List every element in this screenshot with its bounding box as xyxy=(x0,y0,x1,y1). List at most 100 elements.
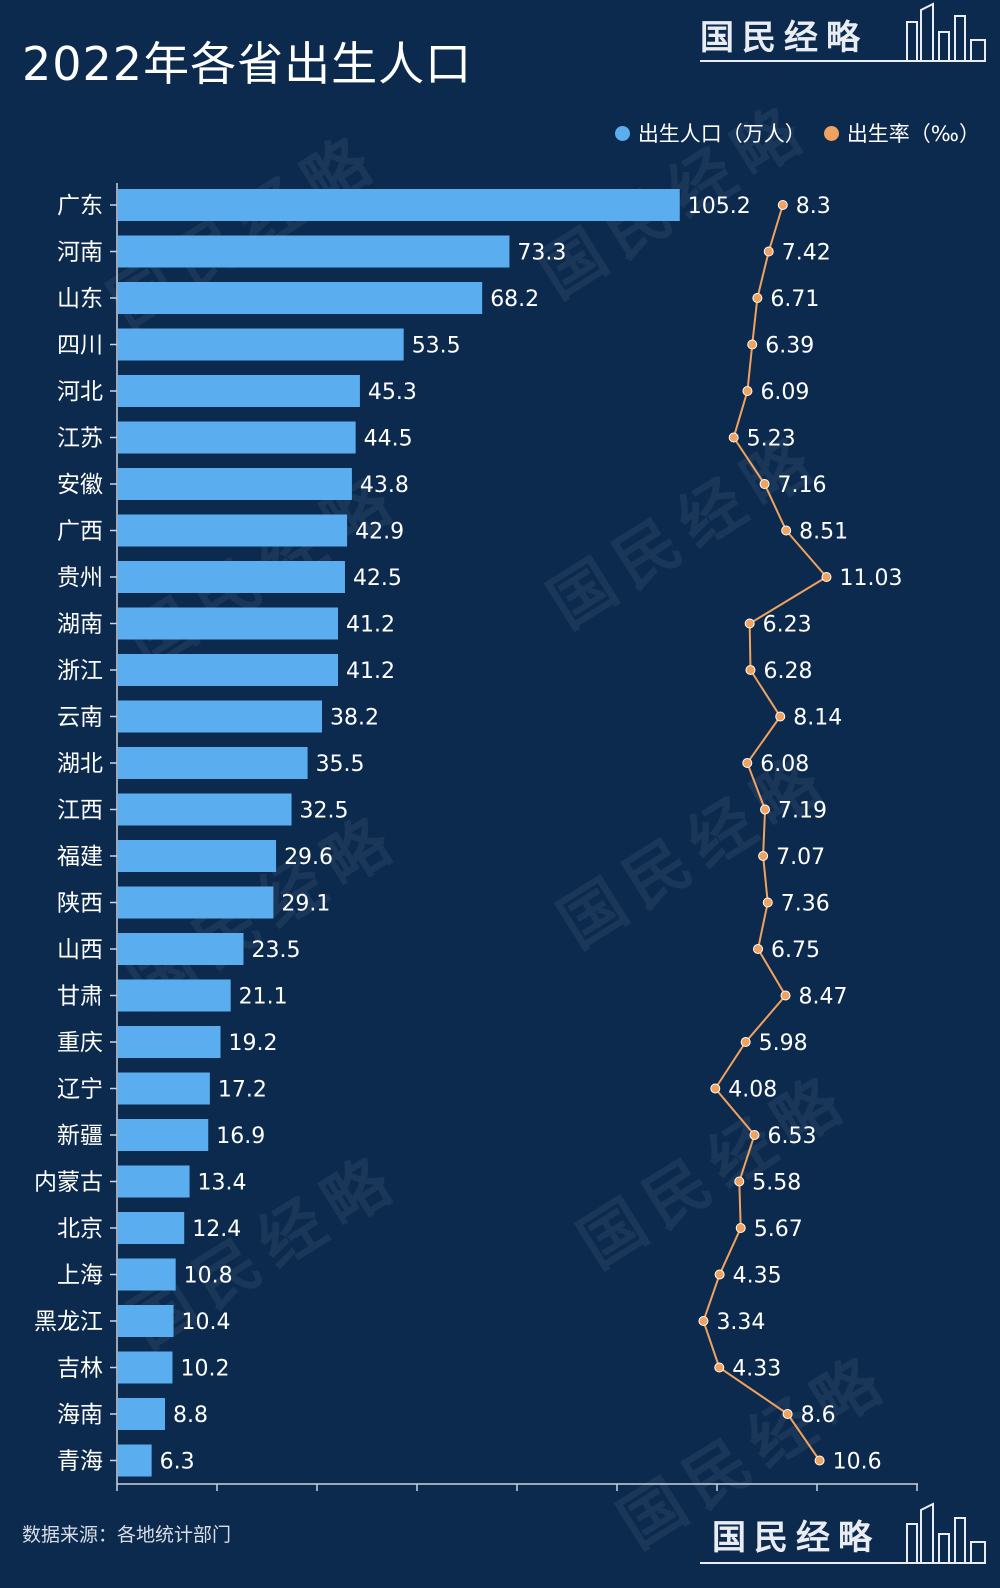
rate-value-label: 4.33 xyxy=(732,1357,781,1382)
bar-value-label: 23.5 xyxy=(251,938,300,963)
bar xyxy=(118,561,345,593)
category-label: 北京 xyxy=(57,1216,103,1242)
bar xyxy=(118,886,274,919)
bar-value-label: 16.9 xyxy=(216,1124,265,1149)
bar xyxy=(118,1444,152,1477)
rate-value-label: 6.09 xyxy=(760,380,809,405)
bar xyxy=(118,700,322,733)
bar-value-label: 17.2 xyxy=(218,1078,267,1103)
bar-value-label: 41.2 xyxy=(346,613,395,638)
rate-point xyxy=(735,1223,746,1233)
category-label: 陕西 xyxy=(57,891,103,917)
bar xyxy=(118,654,339,686)
bar xyxy=(118,375,360,407)
bar xyxy=(118,1351,173,1384)
chart-legend: 出生人口（万人） 出生率（‰） xyxy=(614,118,980,148)
bar-value-label: 105.2 xyxy=(688,194,751,219)
category-label: 江西 xyxy=(57,798,103,824)
rate-point xyxy=(758,851,769,861)
rate-point xyxy=(763,246,774,257)
legend-rate: 出生率（‰） xyxy=(823,118,980,148)
legend-births: 出生人口（万人） xyxy=(614,118,806,148)
bar-value-label: 12.4 xyxy=(192,1217,241,1242)
bar-value-label: 10.2 xyxy=(180,1357,229,1382)
rate-value-label: 6.08 xyxy=(760,752,809,777)
category-label: 山西 xyxy=(57,937,103,963)
bar-value-label: 42.9 xyxy=(355,520,404,545)
bar xyxy=(118,468,352,500)
bar-value-label: 19.2 xyxy=(229,1031,278,1056)
bar-value-label: 53.5 xyxy=(412,334,461,359)
rate-value-label: 5.98 xyxy=(759,1031,808,1056)
rate-point xyxy=(698,1316,709,1326)
rate-point xyxy=(742,386,753,396)
rate-value-label: 8.47 xyxy=(799,985,848,1010)
category-label: 安徽 xyxy=(57,472,103,498)
category-label: 湖北 xyxy=(57,751,103,777)
rate-point xyxy=(744,618,755,629)
legend-births-swatch xyxy=(614,125,630,141)
category-label: 江苏 xyxy=(57,426,103,452)
category-label: 山东 xyxy=(57,286,103,312)
rate-point xyxy=(821,572,832,582)
bar xyxy=(118,1072,210,1105)
bar xyxy=(118,1026,221,1058)
bar xyxy=(118,1258,176,1291)
category-label: 上海 xyxy=(57,1263,103,1289)
city-skyline-icon-bottom xyxy=(906,1502,986,1562)
rate-point xyxy=(752,293,763,303)
rate-point xyxy=(742,758,753,768)
rate-point xyxy=(781,525,792,536)
brand-underline-bottom xyxy=(700,1562,986,1564)
bar-value-label: 38.2 xyxy=(330,706,379,731)
bar-value-label: 10.4 xyxy=(182,1310,231,1335)
category-label: 内蒙古 xyxy=(34,1170,103,1196)
rate-value-label: 5.58 xyxy=(752,1171,801,1196)
rate-point xyxy=(710,1083,721,1094)
bar-value-label: 32.5 xyxy=(300,799,349,824)
rate-value-label: 7.36 xyxy=(781,892,830,917)
rate-value-label: 5.23 xyxy=(747,427,796,452)
rate-value-label: 7.07 xyxy=(776,845,825,870)
rate-value-label: 11.03 xyxy=(839,566,902,591)
rate-line xyxy=(702,204,829,1462)
category-label: 福建 xyxy=(57,844,103,870)
brand-underline-top xyxy=(700,60,986,62)
rate-value-label: 6.28 xyxy=(763,659,812,684)
rate-point xyxy=(728,432,739,443)
rate-value-label: 6.39 xyxy=(765,334,814,359)
rate-value-label: 6.71 xyxy=(770,287,819,312)
bar-value-label: 41.2 xyxy=(346,659,395,684)
rate-value-label: 8.51 xyxy=(799,520,848,545)
bar xyxy=(118,189,680,221)
rate-value-label: 6.23 xyxy=(763,613,812,638)
category-label: 四川 xyxy=(57,333,103,359)
category-label: 黑龙江 xyxy=(34,1309,103,1335)
bar-value-label: 43.8 xyxy=(360,473,409,498)
category-label: 广东 xyxy=(57,193,103,219)
bar-value-label: 45.3 xyxy=(368,380,417,405)
rate-value-label: 5.67 xyxy=(754,1217,803,1242)
brand-logo-top: 国民经略 xyxy=(700,18,868,58)
category-label: 重庆 xyxy=(57,1030,103,1056)
category-label: 浙江 xyxy=(57,658,103,684)
rate-point xyxy=(747,339,758,350)
category-label: 河北 xyxy=(57,379,103,405)
bar xyxy=(118,933,244,965)
rate-point xyxy=(780,990,791,1001)
rate-point xyxy=(782,1409,793,1419)
category-label: 广西 xyxy=(57,519,103,545)
bar-value-label: 73.3 xyxy=(517,241,566,266)
bar-value-label: 10.8 xyxy=(184,1264,233,1289)
rate-point xyxy=(749,1130,760,1140)
bar xyxy=(118,979,231,1012)
rate-point xyxy=(753,944,763,954)
bar xyxy=(118,421,356,454)
category-label: 海南 xyxy=(57,1402,103,1428)
bar xyxy=(118,1305,174,1337)
bar xyxy=(118,514,348,547)
bar-value-label: 6.3 xyxy=(160,1450,195,1475)
bar-value-label: 44.5 xyxy=(364,427,413,452)
rate-point xyxy=(745,665,756,675)
rate-point xyxy=(777,200,788,210)
